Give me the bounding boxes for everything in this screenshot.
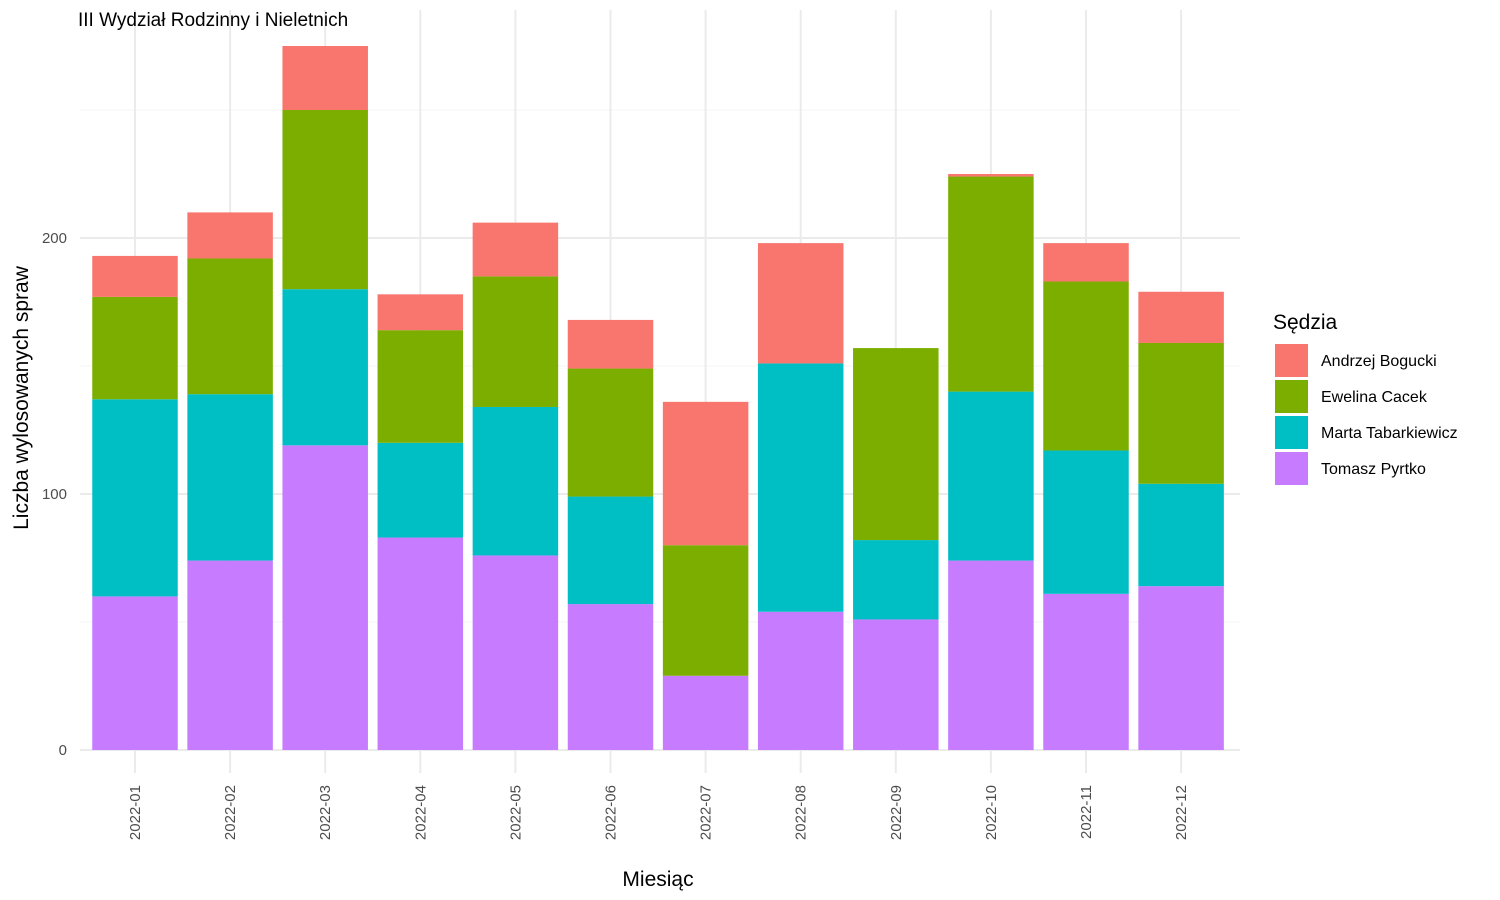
bar-segment[interactable]: 2022-02 · Ewelina Cacek: 53: [187, 258, 273, 395]
bar-segment[interactable]: 2022-06 · Ewelina Cacek: 50: [567, 368, 654, 497]
x-tick-label: 2022-05: [507, 785, 524, 840]
bar-segment[interactable]: 2022-10 · Marta Tabarkiewicz: 66: [948, 391, 1034, 561]
axis-layer: 0 100 200 2022-01 2022-02 2022-03 2022-04 2022-…: [42, 230, 1190, 840]
bar-segment[interactable]: 2022-06 · Tomasz Pyrtko: 57: [567, 604, 654, 750]
bar-segment[interactable]: 2022-07 · Andrzej Bogucki: 56: [662, 401, 749, 546]
chart-title: III Wydział Rodzinny i Nieletnich: [78, 10, 348, 31]
x-tick-label: 2022-01: [127, 785, 144, 840]
legend-label: Tomasz Pyrtko: [1321, 461, 1426, 478]
bar-segment[interactable]: 2022-02 · Tomasz Pyrtko: 74: [187, 560, 273, 750]
x-tick-label: 2022-12: [1173, 785, 1190, 840]
x-tick-label: 2022-08: [793, 785, 810, 840]
x-tick-label: 2022-04: [412, 785, 429, 840]
bar-segment[interactable]: 2022-04 · Marta Tabarkiewicz: 37: [377, 442, 464, 538]
bar-segment[interactable]: 2022-03 · Ewelina Cacek: 70: [282, 110, 368, 290]
bar-segment[interactable]: 2022-03 · Andrzej Bogucki: 25: [282, 46, 368, 110]
bar-segment[interactable]: 2022-01 · Marta Tabarkiewicz: 77: [92, 399, 178, 597]
bar-segment[interactable]: 2022-04 · Tomasz Pyrtko: 83: [377, 537, 464, 750]
x-axis-title: Miesiąc: [622, 868, 693, 891]
bar-segment[interactable]: 2022-05 · Ewelina Cacek: 51: [472, 276, 559, 407]
x-tick-label: 2022-06: [603, 785, 620, 840]
legend-label: Ewelina Cacek: [1321, 389, 1428, 406]
bar-segment[interactable]: 2022-09 · Ewelina Cacek: 75: [853, 348, 939, 541]
y-tick-label: 100: [42, 486, 67, 503]
bar-segment[interactable]: 2022-10 · Ewelina Cacek: 84: [948, 176, 1034, 392]
bar-segment[interactable]: 2022-07 · Tomasz Pyrtko: 29: [662, 675, 749, 750]
bar-segment[interactable]: 2022-10 · Andrzej Bogucki: 1: [948, 174, 1034, 177]
legend-key: [1275, 344, 1308, 377]
bars-layer: 2022-01 · Tomasz Pyrtko: 602022-02 · Tom…: [92, 46, 1224, 750]
x-tick-label: 2022-10: [983, 785, 1000, 840]
bar-segment[interactable]: 2022-09 · Tomasz Pyrtko: 51: [853, 619, 939, 750]
x-tick-label: 2022-11: [1078, 785, 1095, 839]
bar-segment[interactable]: 2022-02 · Marta Tabarkiewicz: 65: [187, 394, 273, 561]
legend-label: Andrzej Bogucki: [1321, 353, 1437, 370]
bar-segment[interactable]: 2022-07 · Ewelina Cacek: 51: [662, 545, 749, 676]
legend-key: [1275, 380, 1308, 413]
x-tick-label: 2022-03: [317, 785, 334, 840]
legend-key: [1275, 452, 1308, 485]
bar-segment[interactable]: 2022-01 · Tomasz Pyrtko: 60: [92, 596, 178, 750]
bar-segment[interactable]: 2022-06 · Andrzej Bogucki: 19: [567, 319, 654, 369]
bar-segment[interactable]: 2022-04 · Andrzej Bogucki: 14: [377, 294, 464, 331]
x-tick-label: 2022-09: [888, 785, 905, 840]
y-tick-label: 0: [59, 742, 67, 759]
bar-segment[interactable]: 2022-08 · Marta Tabarkiewicz: 97: [757, 363, 844, 612]
x-tick-label: 2022-07: [698, 785, 715, 840]
bar-segment[interactable]: 2022-03 · Marta Tabarkiewicz: 61: [282, 289, 368, 446]
x-tick-label: 2022-02: [222, 785, 239, 840]
bar-segment[interactable]: 2022-08 · Tomasz Pyrtko: 54: [757, 611, 844, 750]
bar-segment[interactable]: 2022-11 · Andrzej Bogucki: 15: [1043, 243, 1129, 282]
bar-segment[interactable]: 2022-11 · Ewelina Cacek: 66: [1043, 281, 1129, 451]
bar-segment[interactable]: 2022-09 · Marta Tabarkiewicz: 31: [853, 540, 939, 620]
bar-segment[interactable]: 2022-12 · Andrzej Bogucki: 20: [1138, 291, 1224, 343]
bar-segment[interactable]: 2022-10 · Tomasz Pyrtko: 74: [948, 560, 1034, 750]
legend: Sędzia Andrzej Bogucki Ewelina Cacek Marta…: [1273, 311, 1458, 485]
bar-segment[interactable]: 2022-01 · Andrzej Bogucki: 16: [92, 255, 178, 297]
legend-key: [1275, 416, 1308, 449]
bar-segment[interactable]: 2022-02 · Andrzej Bogucki: 18: [187, 212, 273, 259]
bar-segment[interactable]: 2022-08 · Andrzej Bogucki: 47: [757, 243, 844, 364]
bar-segment[interactable]: 2022-11 · Tomasz Pyrtko: 61: [1043, 593, 1129, 750]
bar-segment[interactable]: 2022-03 · Tomasz Pyrtko: 119: [282, 445, 368, 750]
y-axis-title: Liczba wylosowanych spraw: [10, 265, 33, 530]
bar-segment[interactable]: 2022-12 · Tomasz Pyrtko: 64: [1138, 586, 1224, 750]
bar-segment[interactable]: 2022-12 · Ewelina Cacek: 55: [1138, 342, 1224, 484]
bar-segment[interactable]: 2022-12 · Marta Tabarkiewicz: 40: [1138, 483, 1224, 587]
bar-segment[interactable]: 2022-05 · Tomasz Pyrtko: 76: [472, 555, 559, 750]
bar-segment[interactable]: 2022-04 · Ewelina Cacek: 44: [377, 330, 464, 443]
legend-title: Sędzia: [1273, 311, 1338, 334]
bar-segment[interactable]: 2022-11 · Marta Tabarkiewicz: 56: [1043, 450, 1129, 594]
bar-segment[interactable]: 2022-06 · Marta Tabarkiewicz: 42: [567, 496, 654, 605]
bar-segment[interactable]: 2022-01 · Ewelina Cacek: 40: [92, 296, 178, 400]
bar-segment[interactable]: 2022-05 · Marta Tabarkiewicz: 58: [472, 406, 559, 556]
y-tick-label: 200: [42, 230, 67, 247]
legend-label: Marta Tabarkiewicz: [1321, 425, 1458, 442]
bar-segment[interactable]: 2022-05 · Andrzej Bogucki: 21: [472, 222, 559, 277]
